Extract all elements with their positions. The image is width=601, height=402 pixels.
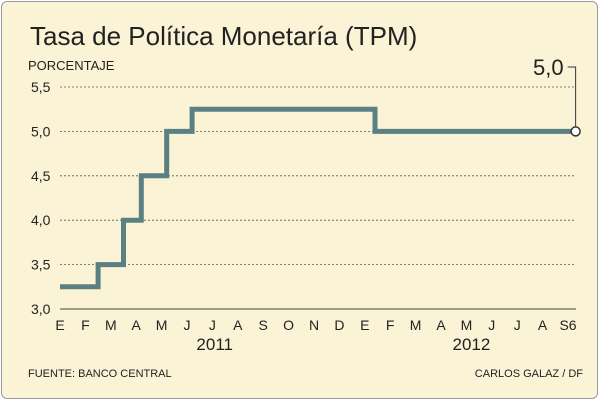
chart-svg: Tasa de Política Monetaría (TPM) PORCENT… [28,21,583,380]
x-tick-label: O [283,317,294,333]
end-value-label: 5,0 [533,55,564,80]
end-label-leader [567,66,577,127]
series-group: 5,0 [60,55,581,290]
x-tick-label: S6 [559,317,576,333]
chart-title: Tasa de Política Monetaría (TPM) [30,21,417,51]
x-tick-label: E [55,317,64,333]
credit-note: CARLOS GALAZ / DF [475,368,583,380]
x-tick-label: D [334,317,344,333]
x-tick-label: E [360,317,369,333]
x-tick-label: M [156,317,168,333]
source-note: FUENTE: BANCO CENTRAL [28,368,172,380]
x-tick-label: J [514,317,521,333]
x-tick-label: F [386,317,395,333]
y-tick-label: 5,5 [31,79,51,95]
x-tick-label: J [184,317,191,333]
year-label: 2012 [452,335,490,354]
series-line [60,106,576,290]
x-tick-labels: E F M A M J J A S O N D E F M A M J J A S6 [55,317,576,333]
year-label: 2011 [196,335,233,354]
y-tick-label: 3,5 [31,257,51,273]
y-tick-label: 5,0 [31,123,51,139]
x-tick-label: M [105,317,117,333]
x-tick-label: N [309,317,319,333]
x-tick-label: A [436,317,446,333]
y-tick-label: 3,0 [31,301,51,317]
y-tick-label: 4,5 [31,168,51,184]
x-tick-label: M [410,317,422,333]
year-labels: 2011 2012 [196,335,490,354]
x-tick-label: S [259,317,268,333]
end-point-marker [570,126,581,137]
x-tick-label: A [538,317,548,333]
x-tick-label: A [233,317,243,333]
x-tick-label: M [461,317,473,333]
x-tick-label: J [488,317,495,333]
x-tick-label: F [81,317,90,333]
y-axis-label: PORCENTAJE [28,58,115,73]
y-tick-labels: 3,0 3,5 4,0 4,5 5,0 5,5 [31,79,51,317]
x-tick-label: J [209,317,216,333]
y-tick-label: 4,0 [31,212,51,228]
grid-lines [60,86,576,310]
x-tick-label: A [132,317,142,333]
